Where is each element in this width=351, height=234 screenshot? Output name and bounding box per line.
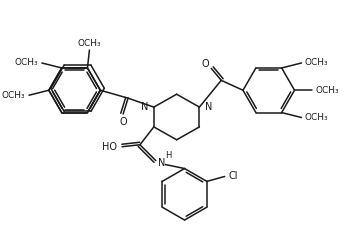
Text: N: N	[140, 102, 148, 112]
Text: N: N	[158, 157, 165, 168]
Text: N: N	[205, 102, 213, 112]
Text: OCH₃: OCH₃	[78, 39, 101, 48]
Text: OCH₃: OCH₃	[305, 113, 328, 122]
Text: O: O	[201, 59, 209, 69]
Text: Cl: Cl	[229, 172, 238, 181]
Text: OCH₃: OCH₃	[14, 58, 38, 67]
Text: HO: HO	[102, 142, 117, 152]
Text: OCH₃: OCH₃	[1, 91, 25, 100]
Text: O: O	[119, 117, 127, 127]
Text: H: H	[166, 151, 172, 160]
Text: OCH₃: OCH₃	[316, 86, 339, 95]
Text: OCH₃: OCH₃	[305, 58, 328, 67]
